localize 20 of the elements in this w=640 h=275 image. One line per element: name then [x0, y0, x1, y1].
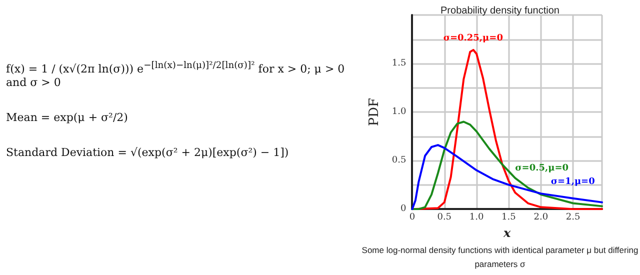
- x-tick-label: 0: [409, 212, 416, 223]
- text: f(x) = 1 / (x√(2π ln(σ))) e$^{−[ln(x)−ln(μ)]²/2[ln(σ)]²}$ for x > 0; μ > 0 and σ > 0: [6, 60, 345, 89]
- series-label: σ=0.5,μ=0: [515, 164, 569, 174]
- x-tick-label: 1.5: [502, 212, 516, 223]
- series-label: σ=0.25,μ=0: [443, 33, 503, 44]
- y-tick-label: 0.5: [392, 156, 406, 166]
- x-axis-title: x: [502, 226, 512, 240]
- y-axis-title: PDF: [367, 98, 382, 126]
- text: Mean = exp(μ + σ²/2): [6, 110, 129, 124]
- y-tick-label: 1.0: [392, 107, 406, 118]
- x-tick-label: 2.5: [566, 212, 580, 223]
- y-tick-label: 0: [400, 204, 406, 214]
- text: Standard Deviation = √(exp(σ² + 2μ)[exp(σ²) − 1]): [6, 146, 290, 159]
- chart-title: Probability density function: [440, 6, 560, 16]
- x-tick-label: 1.0: [469, 212, 484, 223]
- x-tick-label: 2.0: [534, 212, 548, 223]
- y-tick-label: 1.5: [392, 58, 406, 69]
- x-tick-label: 0.5: [437, 212, 452, 223]
- text: Some log-normal density functions with identical parameter μ but differing parameters σ: [360, 244, 640, 271]
- series-label: σ=1,μ=0: [550, 177, 595, 188]
